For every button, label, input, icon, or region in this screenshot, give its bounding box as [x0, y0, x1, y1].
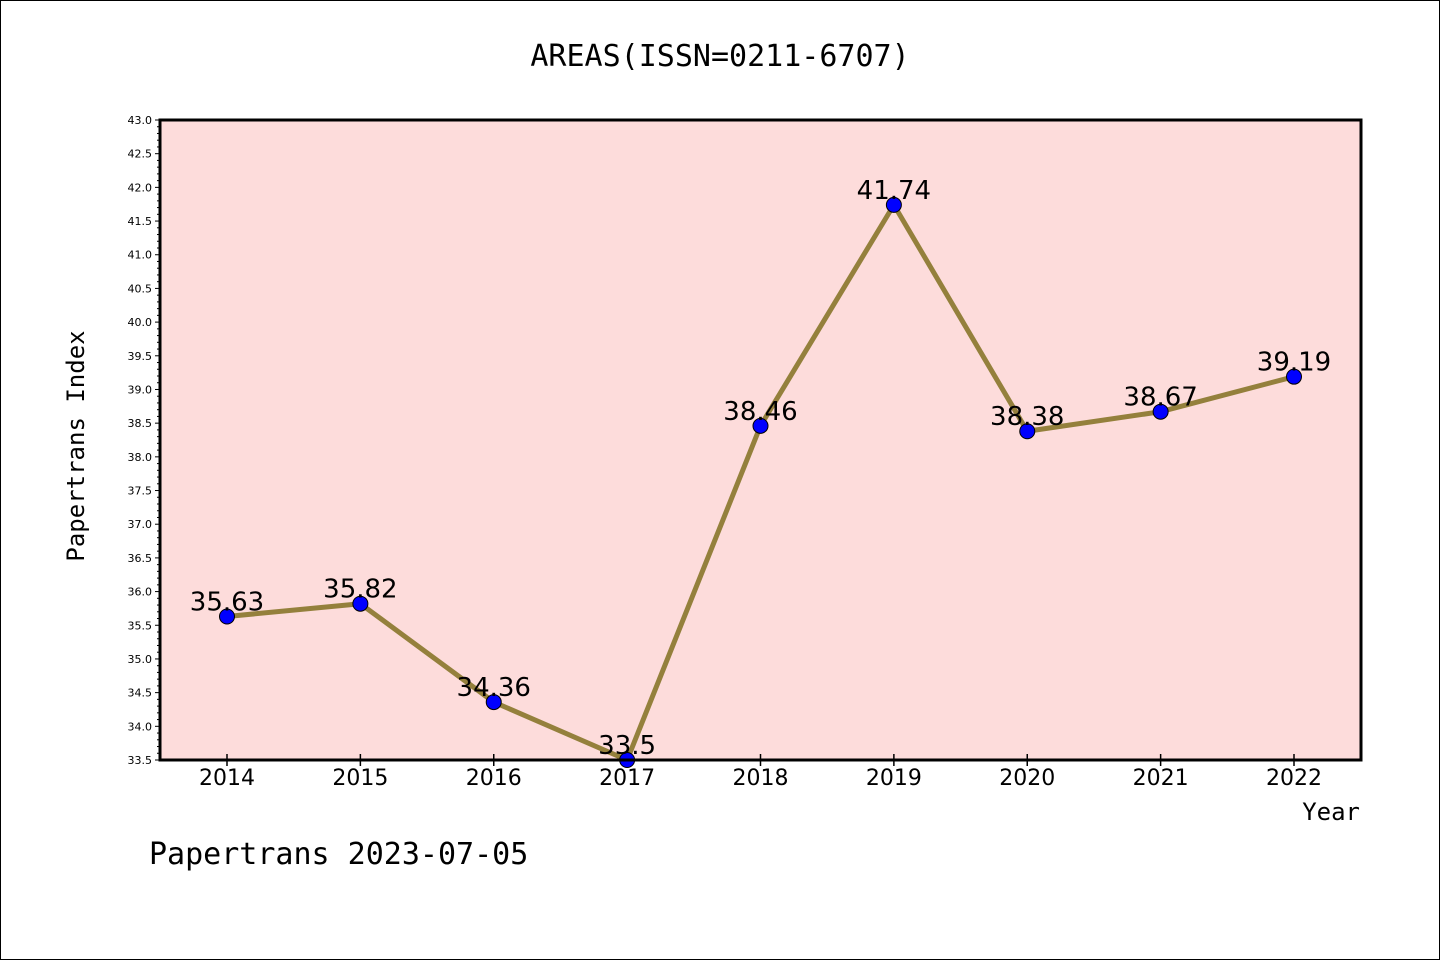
data-point [352, 595, 369, 612]
x-tick-label: 2014 [199, 766, 255, 791]
x-axis-label: Year [1302, 798, 1360, 826]
x-axis: 2014 2015 2016 2017 2018 2019 2020 2021 2022 [199, 754, 1322, 791]
y-tick-label: 35.0 [128, 653, 153, 666]
y-tick-label: 40.5 [128, 282, 153, 295]
y-tick-label: 41.0 [128, 249, 153, 262]
y-tick-label: 43.0 [128, 114, 153, 127]
data-label: 38.38 [990, 402, 1064, 432]
data-point [1152, 403, 1169, 420]
data-label: 33.5 [598, 731, 656, 761]
data-point [752, 417, 769, 434]
data-label: 35.63 [190, 588, 264, 618]
data-label: 39.19 [1257, 348, 1331, 378]
x-tick-label: 2020 [999, 766, 1055, 791]
y-tick-label: 36.0 [128, 586, 153, 599]
data-point [1286, 368, 1302, 385]
y-axis: 33.5 34.0 34.5 35.0 35.5 36.0 36.5 37.0 37.5 38.0… [128, 114, 160, 767]
y-axis-label: Papertrans Index [62, 330, 90, 561]
data-point [485, 694, 502, 711]
x-tick-label: 2022 [1266, 766, 1322, 791]
plot-area [158, 118, 1363, 762]
plot-area [158, 118, 1363, 762]
y-tick-label: 42.0 [128, 181, 153, 194]
y-tick-label: 35.5 [128, 619, 153, 632]
series: 35.63 35.82 34.36 33.5 38.46 41.74 38.38 38.67 3… [158, 118, 1363, 768]
y-tick-label: 40.0 [128, 316, 153, 329]
data-label: 38.67 [1123, 383, 1197, 413]
y-tick-label: 38.5 [128, 417, 153, 430]
y-tick-label: 39.0 [128, 383, 153, 396]
data-label: 35.82 [323, 575, 397, 605]
data-label: 38.46 [723, 397, 797, 427]
data-point [885, 196, 902, 213]
y-tick-label: 34.5 [128, 687, 153, 700]
x-tick-label: 2019 [866, 766, 922, 791]
y-tick-label: 37.0 [128, 518, 153, 531]
chart-title: AREAS(ISSN=0211-6707) [530, 39, 909, 74]
y-tick-label: 36.5 [128, 552, 153, 565]
y-tick-label: 37.5 [128, 485, 153, 498]
data-label: 34.36 [457, 673, 531, 703]
x-tick-label: 2017 [599, 766, 655, 791]
y-tick-label: 38.0 [128, 451, 153, 464]
y-tick-label: 41.5 [128, 215, 153, 228]
x-tick-label: 2016 [466, 766, 522, 791]
y-tick-label: 33.5 [128, 754, 153, 767]
y-tick-label: 42.5 [128, 148, 153, 161]
x-tick-label: 2018 [733, 766, 789, 791]
data-label: 41.74 [857, 176, 931, 206]
x-tick-label: 2021 [1133, 766, 1189, 791]
y-tick-label: 34.0 [128, 720, 153, 733]
data-point [1019, 423, 1036, 440]
y-tick-label: 39.5 [128, 350, 153, 363]
data-point [219, 608, 235, 625]
x-tick-label: 2015 [332, 766, 388, 791]
footer-text: Papertrans 2023-07-05 [149, 837, 528, 872]
